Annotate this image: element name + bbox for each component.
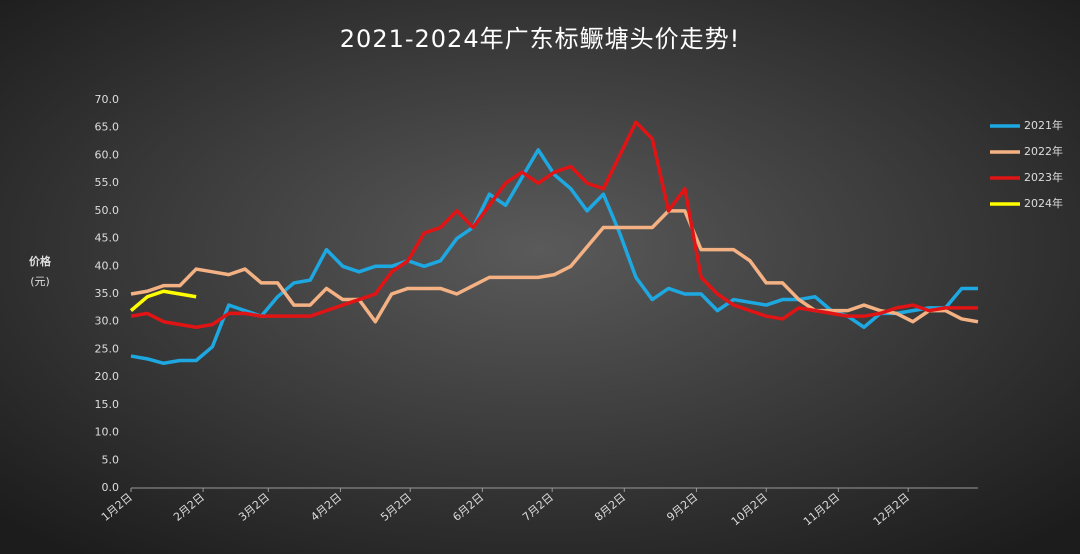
y-tick-label: 5.0 [102,453,120,466]
series-line [130,148,978,366]
legend-label: 2022年 [1024,144,1063,158]
y-axis-label: 价格 [29,254,52,268]
y-tick-label: 30.0 [95,315,120,328]
y-tick-label: 0.0 [102,481,120,494]
y-tick-label: 65.0 [95,121,120,134]
y-tick-label: 70.0 [95,93,120,106]
legend-label: 2023年 [1024,170,1063,184]
legend-label: 2024年 [1024,196,1063,210]
y-tick-label: 20.0 [95,370,120,383]
y-tick-label: 55.0 [95,176,120,189]
y-tick-label: 10.0 [95,426,120,439]
series-line [130,120,978,330]
y-tick-label: 45.0 [95,232,120,245]
y-tick-label: 60.0 [95,148,120,161]
series-line [130,209,979,324]
y-tick-label: 25.0 [95,342,120,355]
y-tick-label: 50.0 [95,204,120,217]
legend-label: 2021年 [1024,118,1063,132]
y-axis-unit: (元) [30,275,50,288]
y-tick-label: 15.0 [95,398,120,411]
y-tick-label: 35.0 [95,287,120,300]
series-line [129,289,197,312]
y-tick-label: 40.0 [95,259,120,272]
chart-title: 2021-2024年广东标鳜塘头价走势! [340,25,740,53]
